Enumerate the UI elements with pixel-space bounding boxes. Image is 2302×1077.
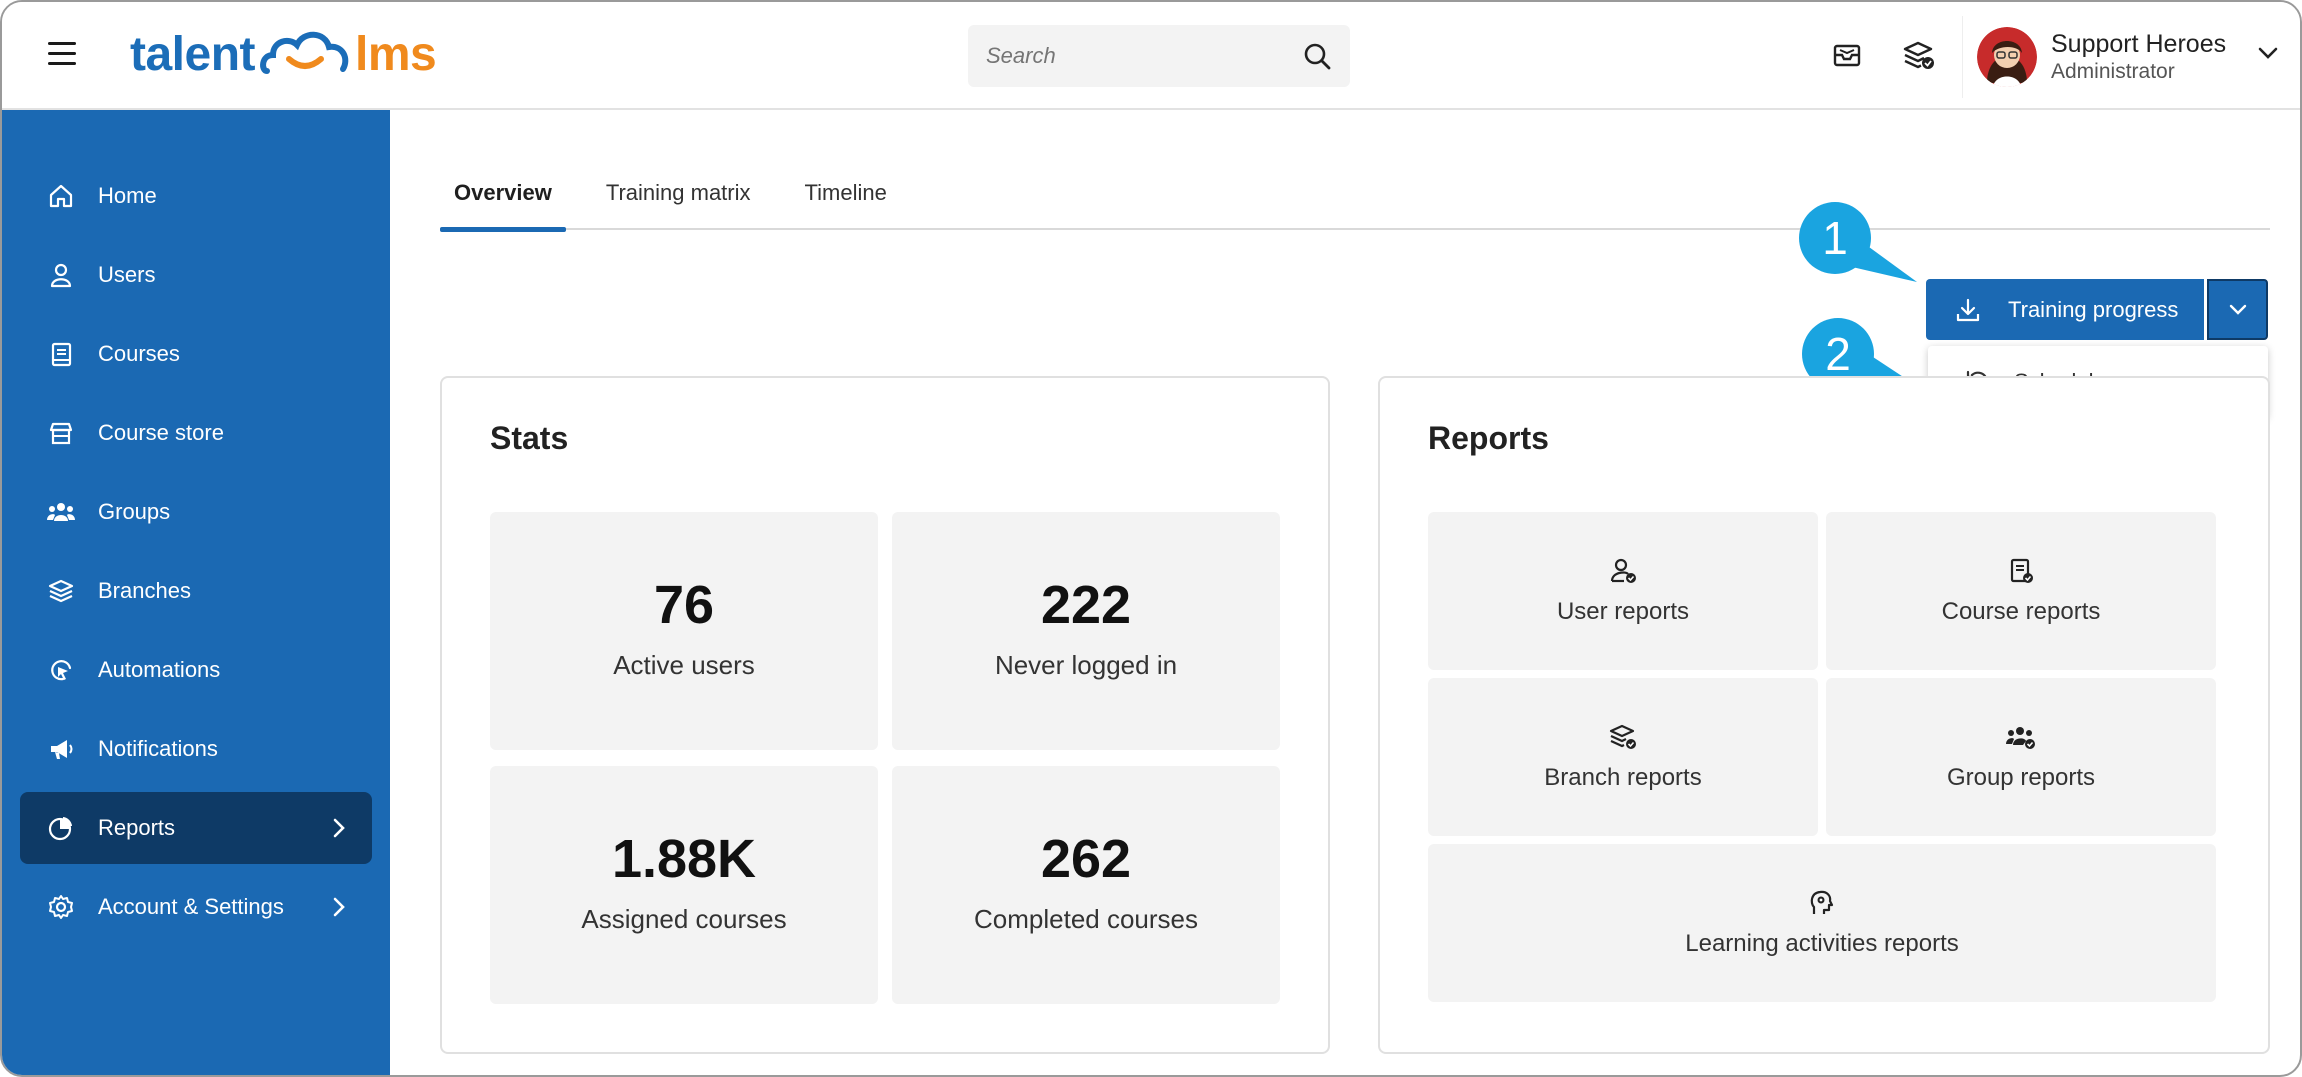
callout-badge-1: 1: [1799, 202, 1871, 274]
sidebar-item-notifications[interactable]: Notifications: [20, 713, 372, 785]
logo-cloud-icon: [260, 31, 349, 74]
talentlms-logo[interactable]: talent lms: [130, 24, 437, 84]
automation-icon: [51, 660, 72, 681]
sidebar-item-account-settings[interactable]: Account & Settings: [20, 871, 372, 943]
stats-card: Stats 76 Active users 222 Never logged i…: [440, 376, 1330, 1054]
tab-overview[interactable]: Overview: [440, 162, 566, 232]
group-report-icon: [2006, 727, 2035, 749]
logo-text-talent: talent: [130, 27, 256, 81]
sidebar-item-reports[interactable]: Reports: [20, 792, 372, 864]
report-label: User reports: [1556, 598, 1690, 625]
sidebar-item-label: Notifications: [98, 736, 218, 761]
training-progress-button[interactable]: Training progress: [1926, 279, 2204, 340]
download-icon: [1956, 298, 1980, 321]
user-icon: [50, 263, 72, 288]
stat-active-users[interactable]: 76 Active users: [490, 512, 878, 750]
chevron-down-icon: [2229, 304, 2246, 315]
stats-title: Stats: [490, 420, 569, 456]
report-tabs: Overview Training matrix Timeline: [440, 162, 2270, 232]
learning-activity-icon: [1810, 890, 1834, 914]
sidebar-item-course-store[interactable]: Course store: [20, 397, 372, 469]
stat-value: 262: [1040, 829, 1132, 889]
stat-value: 222: [1040, 575, 1132, 635]
stat-value: 1.88K: [611, 829, 757, 889]
hamburger-menu-icon[interactable]: [48, 42, 76, 66]
report-label: Course reports: [1941, 598, 2101, 625]
tab-timeline[interactable]: Timeline: [804, 180, 887, 205]
layers-icon: [48, 579, 74, 603]
user-report-icon: [1610, 558, 1636, 583]
search-input[interactable]: [986, 43, 1302, 69]
megaphone-icon: [51, 740, 73, 759]
sidebar-item-label: Account & Settings: [98, 894, 284, 919]
sidebar-item-label: Automations: [98, 657, 221, 682]
search-box[interactable]: [968, 25, 1350, 87]
gear-icon: [49, 895, 73, 919]
user-profile-menu[interactable]: Support Heroes Administrator: [1962, 16, 2298, 98]
top-header: talent lms: [2, 2, 2300, 110]
learning-activities-reports-tile[interactable]: Learning activities reports: [1428, 844, 2216, 1002]
report-label: Branch reports: [1544, 764, 1702, 791]
sidebar-item-automations[interactable]: Automations: [20, 634, 372, 706]
reports-title: Reports: [1428, 420, 1549, 456]
course-report-icon: [2010, 558, 2033, 583]
stat-completed-courses[interactable]: 262 Completed courses: [892, 766, 1280, 1004]
sidebar-item-label: Groups: [98, 499, 171, 524]
sidebar-item-label: Branches: [98, 578, 191, 603]
branch-report-icon: [1609, 724, 1636, 749]
chevron-right-icon: [333, 818, 345, 838]
store-icon: [49, 422, 73, 445]
sidebar-item-label: Reports: [98, 815, 176, 840]
stat-label: Active users: [613, 650, 755, 680]
messages-icon[interactable]: [1830, 38, 1864, 72]
branch-reports-tile[interactable]: Branch reports: [1428, 678, 1818, 836]
training-progress-label: Training progress: [2008, 296, 2179, 322]
profile-role: Administrator: [2051, 60, 2175, 83]
report-label: Group reports: [1946, 764, 2096, 791]
book-icon: [51, 342, 72, 367]
branches-switch-icon[interactable]: [1902, 38, 1936, 72]
avatar: [1977, 27, 2037, 87]
chevron-right-icon: [333, 897, 345, 917]
chevron-down-icon[interactable]: [2258, 46, 2278, 60]
sidebar-item-groups[interactable]: Groups: [20, 476, 372, 548]
report-label: Learning activities reports: [1685, 930, 1959, 957]
training-progress-dropdown-toggle[interactable]: [2207, 279, 2268, 340]
logo-text-lms: lms: [355, 27, 437, 81]
sidebar-item-courses[interactable]: Courses: [20, 318, 372, 390]
reports-card: Reports User reports Course reports Bran…: [1378, 376, 2270, 1054]
groups-icon: [47, 503, 75, 521]
pie-chart-icon: [48, 817, 72, 841]
group-reports-tile[interactable]: Group reports: [1826, 678, 2216, 836]
stat-label: Assigned courses: [581, 904, 787, 934]
sidebar-item-users[interactable]: Users: [20, 239, 372, 311]
sidebar-item-label: Home: [98, 183, 157, 208]
stat-label: Completed courses: [974, 904, 1198, 934]
tab-training-matrix[interactable]: Training matrix: [605, 180, 751, 205]
stat-assigned-courses[interactable]: 1.88K Assigned courses: [490, 766, 878, 1004]
sidebar: Home Users Courses Course store Groups B…: [2, 110, 390, 1075]
stat-value: 76: [653, 575, 715, 635]
course-reports-tile[interactable]: Course reports: [1826, 512, 2216, 670]
stat-label: Never logged in: [994, 650, 1178, 680]
sidebar-item-label: Users: [98, 262, 156, 287]
profile-name: Support Heroes: [2051, 30, 2227, 58]
sidebar-item-branches[interactable]: Branches: [20, 555, 372, 627]
stat-never-logged-in[interactable]: 222 Never logged in: [892, 512, 1280, 750]
user-reports-tile[interactable]: User reports: [1428, 512, 1818, 670]
search-icon[interactable]: [1302, 41, 1332, 71]
home-icon: [49, 184, 73, 208]
sidebar-item-label: Course store: [98, 420, 224, 445]
sidebar-item-home[interactable]: Home: [20, 160, 372, 232]
sidebar-item-label: Courses: [98, 341, 180, 366]
